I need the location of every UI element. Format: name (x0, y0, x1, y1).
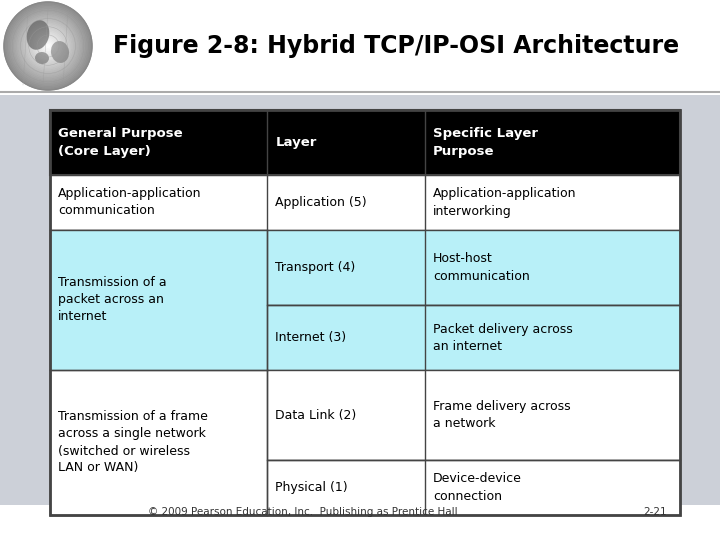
Text: Specific Layer
Purpose: Specific Layer Purpose (433, 127, 538, 158)
Bar (0, 0, 720, 95)
Circle shape (4, 2, 92, 90)
Text: Figure 2-8: Hybrid TCP/IP-OSI Architecture: Figure 2-8: Hybrid TCP/IP-OSI Architectu… (113, 34, 679, 58)
Text: Layer: Layer (275, 136, 317, 149)
Text: Transmission of a
packet across an
internet: Transmission of a packet across an inter… (58, 276, 166, 323)
Text: Transmission of a frame
across a single network
(switched or wireless
LAN or WAN: Transmission of a frame across a single … (58, 410, 208, 475)
Circle shape (47, 44, 50, 48)
Circle shape (10, 8, 86, 84)
Circle shape (14, 12, 81, 79)
Text: © 2009 Pearson Education, Inc.  Publishing as Prentice Hall: © 2009 Pearson Education, Inc. Publishin… (148, 507, 457, 517)
Circle shape (16, 14, 80, 78)
Ellipse shape (35, 52, 49, 64)
Circle shape (31, 29, 65, 63)
Bar (50, 175, 680, 230)
Bar (50, 230, 267, 370)
Circle shape (18, 16, 78, 76)
Circle shape (9, 6, 87, 85)
Circle shape (37, 36, 58, 57)
Text: Application (5): Application (5) (275, 196, 367, 209)
Circle shape (42, 40, 54, 52)
Bar (50, 110, 680, 515)
Text: General Purpose
(Core Layer): General Purpose (Core Layer) (58, 127, 183, 158)
Text: Device-device
connection: Device-device connection (433, 472, 522, 503)
Text: Transport (4): Transport (4) (275, 261, 356, 274)
Ellipse shape (51, 41, 69, 63)
Circle shape (19, 17, 77, 75)
Bar (0, 505, 720, 540)
Circle shape (45, 43, 51, 49)
Circle shape (40, 38, 55, 53)
Text: Host-host
communication: Host-host communication (433, 253, 530, 282)
Bar (0, 95, 720, 505)
Bar (50, 370, 680, 460)
Text: Application-application
communication: Application-application communication (58, 187, 202, 218)
Bar (50, 460, 680, 515)
Bar (50, 370, 267, 515)
Text: Internet (3): Internet (3) (275, 331, 346, 344)
Circle shape (24, 22, 72, 70)
Circle shape (22, 20, 73, 72)
Circle shape (21, 19, 76, 73)
Circle shape (39, 37, 57, 55)
Text: Data Link (2): Data Link (2) (275, 408, 356, 422)
Circle shape (12, 10, 84, 83)
Text: Physical (1): Physical (1) (275, 481, 348, 494)
Circle shape (35, 32, 62, 59)
Text: 2-21: 2-21 (644, 507, 667, 517)
Bar (50, 305, 680, 370)
Text: Frame delivery across
a network: Frame delivery across a network (433, 400, 570, 430)
Text: Packet delivery across
an internet: Packet delivery across an internet (433, 322, 572, 353)
Circle shape (27, 25, 69, 68)
Circle shape (13, 11, 83, 81)
Bar (50, 230, 680, 305)
Bar (50, 110, 680, 175)
Circle shape (30, 28, 66, 64)
Ellipse shape (27, 20, 49, 50)
Text: Application-application
interworking: Application-application interworking (433, 187, 576, 218)
Circle shape (33, 31, 63, 61)
Circle shape (36, 34, 60, 58)
Circle shape (43, 42, 53, 51)
Circle shape (28, 26, 68, 66)
Circle shape (25, 23, 71, 69)
Circle shape (6, 4, 91, 89)
Circle shape (7, 5, 89, 87)
